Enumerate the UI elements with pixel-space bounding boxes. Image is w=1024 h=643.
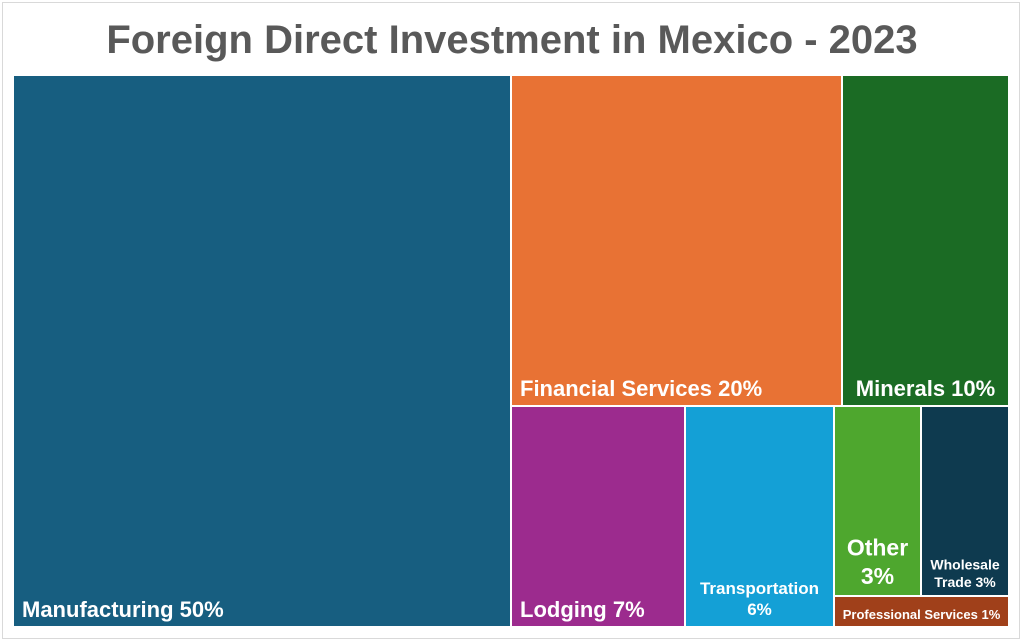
tile-label-wholesale-trade: Wholesale Trade 3% — [930, 557, 999, 591]
tile-transportation — [686, 407, 833, 626]
tile-label-other: Other 3% — [847, 534, 908, 589]
tile-minerals — [843, 76, 1008, 405]
tile-label-lodging: Lodging 7% — [520, 597, 645, 622]
tile-label-transportation: Transportation 6% — [700, 579, 819, 619]
tile-label-manufacturing: Manufacturing 50% — [22, 597, 224, 622]
tile-other — [835, 407, 920, 595]
tile-wholesale-trade — [922, 407, 1008, 595]
tile-label-minerals: Minerals 10% — [856, 376, 995, 401]
tile-label-financial-services: Financial Services 20% — [520, 376, 762, 401]
tile-professional-services — [835, 597, 1008, 626]
chart-title: Foreign Direct Investment in Mexico - 20… — [106, 18, 918, 62]
tile-financial-services — [512, 76, 841, 405]
tile-lodging — [512, 407, 684, 626]
tile-manufacturing — [14, 76, 510, 626]
tile-label-professional-services: Professional Services 1% — [843, 607, 1001, 622]
